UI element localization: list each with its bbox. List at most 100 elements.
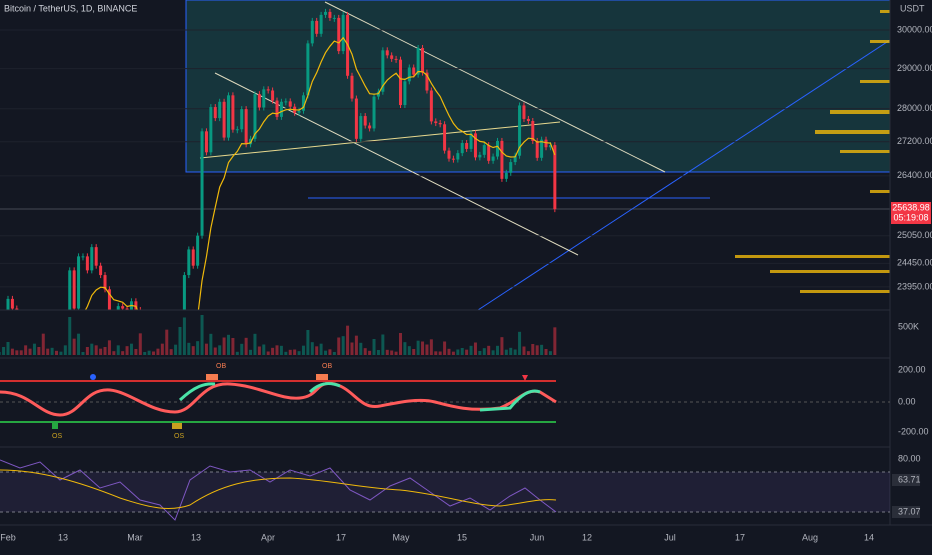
volume-bar [416, 340, 420, 355]
candle [90, 247, 94, 271]
volume-bar [337, 337, 341, 355]
candle [121, 306, 125, 309]
candle [429, 90, 433, 122]
volume-label: 500K [898, 321, 919, 331]
candle [107, 289, 111, 310]
volume-bar [544, 349, 548, 355]
volume-bar [451, 351, 455, 355]
ob-label: OB [216, 363, 226, 370]
time-tick: 12 [582, 532, 592, 542]
volume-bar [121, 351, 125, 355]
price-tick: 25050.00 [897, 230, 932, 240]
price-tick: 30000.00 [897, 24, 932, 34]
volume-bar [129, 343, 133, 355]
volume-bar [306, 330, 310, 355]
volume-bar [385, 349, 389, 355]
candle [266, 89, 270, 91]
rsi-tick: 80.00 [898, 453, 921, 463]
volume-bar [160, 343, 164, 355]
volume-bar [213, 347, 217, 355]
volume-bar [518, 331, 522, 355]
price-tick: 23950.00 [897, 281, 932, 291]
candle [253, 94, 257, 139]
last-price: 25638.98 [892, 202, 930, 212]
volume-bar [147, 350, 151, 355]
volume-bar [496, 345, 500, 355]
candle [262, 89, 266, 108]
candle [81, 256, 85, 258]
volume-bar [249, 349, 253, 355]
volume-bar [540, 344, 544, 355]
volume-bar [443, 341, 447, 355]
volume-bar [244, 337, 248, 355]
os-label: OS [174, 433, 184, 440]
rsi-average [0, 469, 557, 510]
volume-bar [271, 347, 275, 355]
candle [363, 116, 367, 126]
price-tick: 27200.00 [897, 136, 932, 146]
candle [116, 306, 120, 310]
volume-bar [77, 333, 81, 355]
time-tick: 13 [58, 532, 68, 542]
candle [306, 43, 310, 96]
rsi-average-value: 37.07 [898, 506, 921, 516]
volume-bar [37, 347, 41, 355]
volume-bar [434, 351, 438, 355]
candle [85, 256, 89, 271]
candle [77, 256, 81, 309]
candle [513, 155, 517, 163]
candle [200, 131, 204, 236]
volume-bar [138, 333, 142, 355]
volume-bar [262, 344, 266, 355]
volume-bar [421, 341, 425, 355]
candle [182, 275, 186, 310]
rsi-badge [892, 474, 920, 486]
volume-bar [169, 349, 173, 355]
volume-bar [412, 349, 416, 355]
candle [103, 275, 107, 290]
volume-bar [143, 352, 147, 355]
time-tick: Aug [802, 532, 818, 542]
candle [213, 107, 217, 119]
volume-bar [341, 336, 345, 355]
volume-bar [381, 334, 385, 355]
volume-bar [310, 342, 314, 355]
volume-bar [368, 350, 372, 355]
volume-bar [107, 340, 111, 355]
candle [6, 298, 10, 310]
volume-bar [222, 337, 226, 355]
candle [310, 20, 314, 44]
volume-bar [535, 345, 539, 355]
volume-bar [548, 351, 552, 355]
volume-bar [390, 350, 394, 355]
volume-bar [55, 350, 59, 355]
volume-bar [165, 329, 169, 355]
rsi-value: 63.71 [898, 474, 921, 484]
candle [465, 143, 469, 149]
volume-bar [346, 325, 350, 355]
volume-bar [372, 339, 376, 355]
volume-bar [103, 347, 107, 355]
volume-bar [469, 345, 473, 355]
volume-bar [32, 343, 36, 355]
neckline [199, 121, 561, 159]
candle [125, 308, 129, 310]
candle [10, 298, 14, 309]
candle [478, 154, 482, 158]
candle [257, 94, 261, 108]
volume-bar [174, 344, 178, 355]
candle [460, 143, 464, 154]
candle [416, 48, 420, 75]
price-tick: 24450.00 [897, 258, 932, 268]
candle [500, 140, 504, 179]
volume-bar [85, 347, 89, 355]
volume-bar [522, 346, 526, 355]
candle [447, 150, 451, 159]
candle [482, 145, 486, 155]
volume-bar [324, 350, 328, 355]
time-tick: Jul [664, 532, 676, 542]
volume-bar [240, 343, 244, 355]
volume-bar [394, 351, 398, 355]
candle [469, 133, 473, 149]
